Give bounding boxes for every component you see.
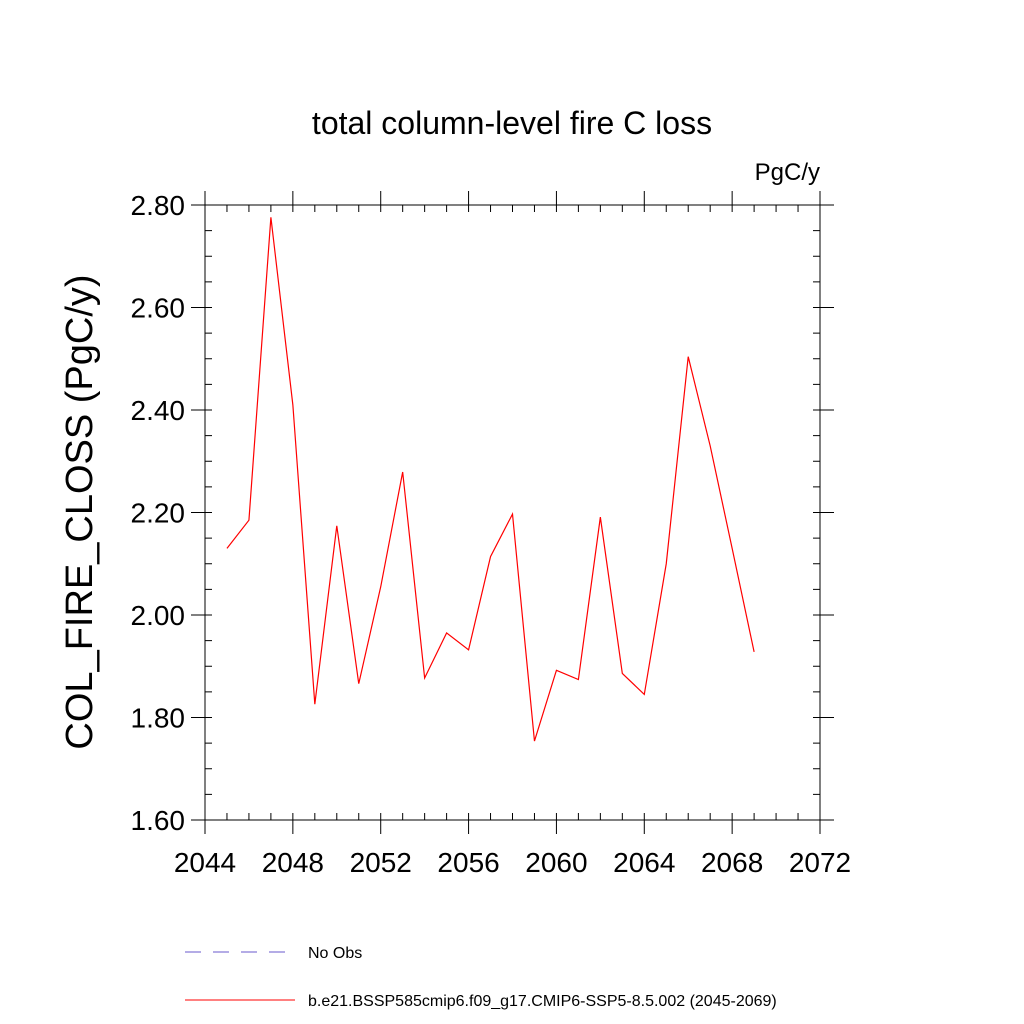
y-tick-label: 1.60 — [131, 805, 186, 836]
legend: No Obs b.e21.BSSP585cmip6.f09_g17.CMIP6-S… — [185, 945, 777, 1010]
chart-title: total column-level fire C loss — [312, 105, 712, 141]
x-tick-label: 2064 — [613, 847, 675, 878]
x-tick-label: 2056 — [437, 847, 499, 878]
x-tick-label: 2048 — [262, 847, 324, 878]
x-tick-label: 2068 — [701, 847, 763, 878]
units-label: PgC/y — [755, 159, 820, 186]
axis-tick-labels: 2044 2048 2052 2056 2060 2064 2068 2072 1.60 1.80… — [131, 190, 852, 878]
x-tick-label: 2044 — [174, 847, 236, 878]
y-tick-label: 2.20 — [131, 498, 186, 529]
series-line — [226, 217, 755, 742]
y-tick-label: 2.60 — [131, 293, 186, 324]
data-series — [226, 217, 755, 742]
y-tick-label: 2.00 — [131, 600, 186, 631]
legend-label: b.e21.BSSP585cmip6.f09_g17.CMIP6-SSP5-8.… — [308, 993, 777, 1010]
y-tick-label: 2.80 — [131, 190, 186, 221]
x-tick-label: 2072 — [789, 847, 851, 878]
plot-frame — [204, 204, 821, 821]
axis-ticks — [191, 191, 834, 834]
x-tick-label: 2060 — [525, 847, 587, 878]
x-tick-label: 2052 — [350, 847, 412, 878]
legend-label: No Obs — [308, 945, 362, 962]
y-tick-label: 2.40 — [131, 395, 186, 426]
y-axis-label: COL_FIRE_CLOSS (PgC/y) — [59, 274, 101, 749]
y-tick-label: 1.80 — [131, 703, 186, 734]
